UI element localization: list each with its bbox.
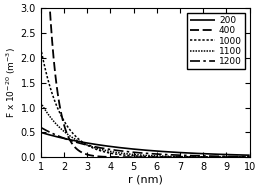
1200 (39, 126, 42, 129)
1000 (75, 136, 79, 139)
200 (222, 153, 225, 156)
1200 (75, 141, 79, 144)
200 (244, 154, 247, 156)
1200 (119, 150, 122, 152)
1000 (39, 47, 42, 49)
1000 (244, 156, 247, 158)
1100 (222, 156, 225, 158)
1000 (128, 154, 132, 157)
Line: 400: 400 (41, 0, 250, 157)
1000 (222, 156, 225, 158)
1100 (39, 101, 42, 104)
Line: 200: 200 (41, 132, 250, 155)
X-axis label: r (nm): r (nm) (128, 175, 163, 185)
1200 (222, 155, 225, 157)
1100 (63, 131, 66, 133)
400 (63, 125, 66, 128)
400 (248, 156, 251, 158)
1000 (119, 154, 122, 156)
1100 (244, 156, 247, 158)
1200 (128, 151, 132, 153)
1000 (248, 156, 251, 158)
1100 (75, 139, 79, 141)
1100 (248, 156, 251, 158)
Legend: 200, 400, 1000, 1100, 1200: 200, 400, 1000, 1100, 1200 (187, 13, 245, 69)
200 (119, 147, 122, 149)
400 (75, 148, 79, 150)
400 (128, 156, 132, 158)
Line: 1100: 1100 (41, 103, 250, 157)
200 (128, 148, 132, 150)
Line: 1000: 1000 (41, 48, 250, 157)
400 (222, 156, 225, 158)
1200 (248, 156, 251, 158)
Line: 1200: 1200 (41, 127, 250, 157)
Y-axis label: F x 10$^{-20}$ (m$^{-3}$): F x 10$^{-20}$ (m$^{-3}$) (4, 47, 18, 118)
1000 (63, 121, 66, 123)
1100 (128, 153, 132, 155)
200 (39, 131, 42, 133)
400 (119, 156, 122, 158)
200 (75, 140, 79, 142)
400 (244, 156, 247, 158)
1200 (244, 156, 247, 158)
200 (248, 154, 251, 156)
1100 (119, 152, 122, 154)
200 (63, 137, 66, 140)
1200 (63, 137, 66, 139)
